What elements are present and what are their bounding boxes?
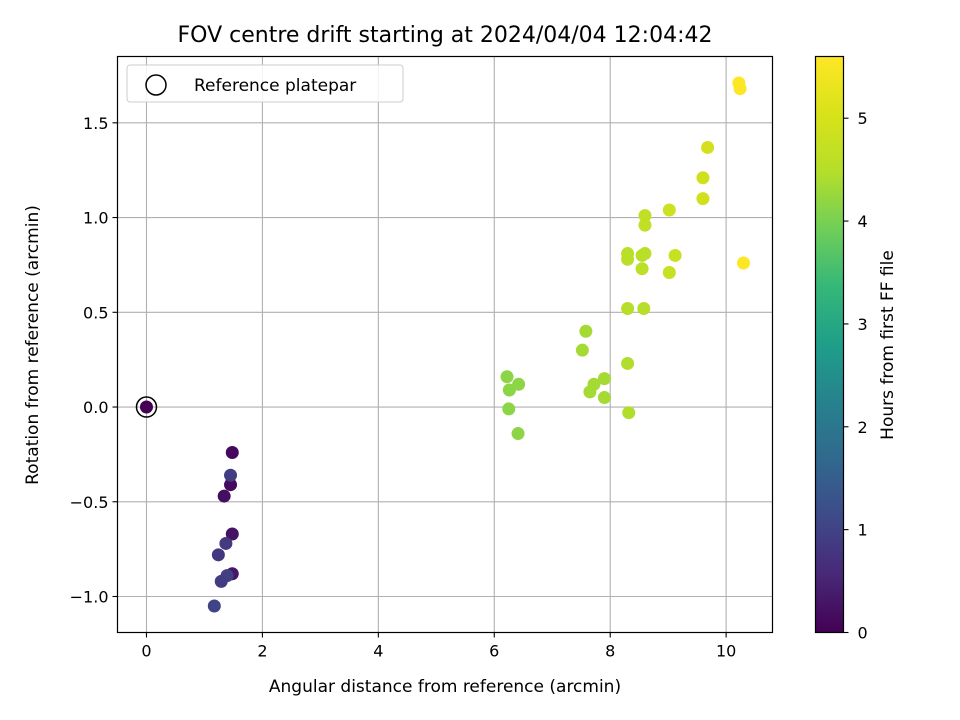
scatter-point (575, 343, 589, 357)
scatter-point (696, 171, 710, 185)
scatter-point (621, 356, 635, 370)
scatter-point (217, 489, 231, 503)
scatter-point (621, 302, 635, 315)
scatter-point (512, 377, 526, 391)
scatter-point (579, 324, 593, 338)
y-tick-label: 0.5 (83, 303, 108, 322)
scatter-point (622, 406, 636, 420)
y-tick-label: −0.5 (70, 493, 109, 512)
scatter-point (502, 402, 516, 416)
x-axis-label: Angular distance from reference (arcmin) (269, 677, 621, 697)
scatter-point (733, 82, 747, 96)
x-tick-label: 10 (716, 642, 736, 661)
chart-title: FOV centre drift starting at 2024/04/04 … (178, 23, 713, 48)
y-tick-label: 1.0 (83, 209, 108, 228)
scatter-point (696, 192, 710, 206)
legend: Reference platepar (126, 64, 404, 103)
x-tick-label: 8 (605, 642, 615, 661)
scatter-point (701, 140, 715, 154)
scatter-point (637, 302, 651, 315)
scatter-point (662, 203, 676, 217)
scatter-point (597, 391, 611, 405)
legend-marker-icon (145, 74, 167, 96)
scatter-point (638, 247, 652, 261)
data-points (139, 76, 751, 613)
reference-platepar-marker (135, 396, 158, 418)
scatter-point (224, 468, 238, 482)
x-tick-label: 2 (257, 642, 267, 661)
scatter-point (638, 209, 652, 223)
colorbar-tick-label: 4 (858, 212, 868, 231)
scatter-point (668, 248, 682, 262)
scatter-point (211, 548, 225, 562)
scatter-point (225, 527, 239, 541)
plot-frame (116, 55, 774, 634)
scatter-point (225, 446, 239, 459)
x-tick-label: 0 (141, 642, 151, 661)
scatter-point (207, 599, 221, 613)
x-axis-ticks: 0 2 4 6 8 10 (141, 632, 736, 661)
colorbar-tick-label: 3 (858, 315, 868, 334)
colorbar-tick-label: 5 (858, 109, 868, 128)
reference-marker (135, 396, 158, 418)
scatter-point (511, 427, 525, 441)
y-tick-label: 0.0 (83, 398, 108, 417)
scatter-point (662, 266, 676, 279)
colorbar-label: Hours from first FF file (878, 250, 898, 440)
y-axis-ticks: −1.0 −0.5 0.0 0.5 1.0 1.5 (70, 114, 118, 607)
colorbar-tick-label: 0 (858, 624, 868, 643)
scatter-point (139, 400, 153, 414)
colorbar-tick-label: 1 (858, 521, 868, 540)
scatter-point (583, 385, 597, 399)
colorbar-tick-label: 2 (858, 418, 868, 437)
colorbar-ticks: 0 1 2 3 4 5 (843, 109, 868, 643)
y-axis-label: Rotation from reference (arcmin) (23, 205, 43, 485)
grid-lines (117, 56, 773, 633)
scatter-point (737, 256, 751, 270)
x-tick-label: 4 (373, 642, 383, 661)
colorbar (814, 55, 845, 634)
y-tick-label: 1.5 (83, 114, 108, 133)
y-tick-label: −1.0 (70, 588, 109, 607)
legend-box (126, 64, 404, 103)
scatter-point (635, 262, 649, 276)
scatter-point (224, 478, 238, 492)
scatter-point (638, 218, 652, 232)
scatter-point (597, 372, 611, 386)
legend-entry-label: Reference platepar (194, 76, 356, 96)
scatter-point (621, 247, 635, 261)
scatter-point (219, 536, 233, 550)
x-tick-label: 6 (489, 642, 499, 661)
scatter-point (500, 370, 514, 384)
scatter-point (214, 574, 228, 588)
